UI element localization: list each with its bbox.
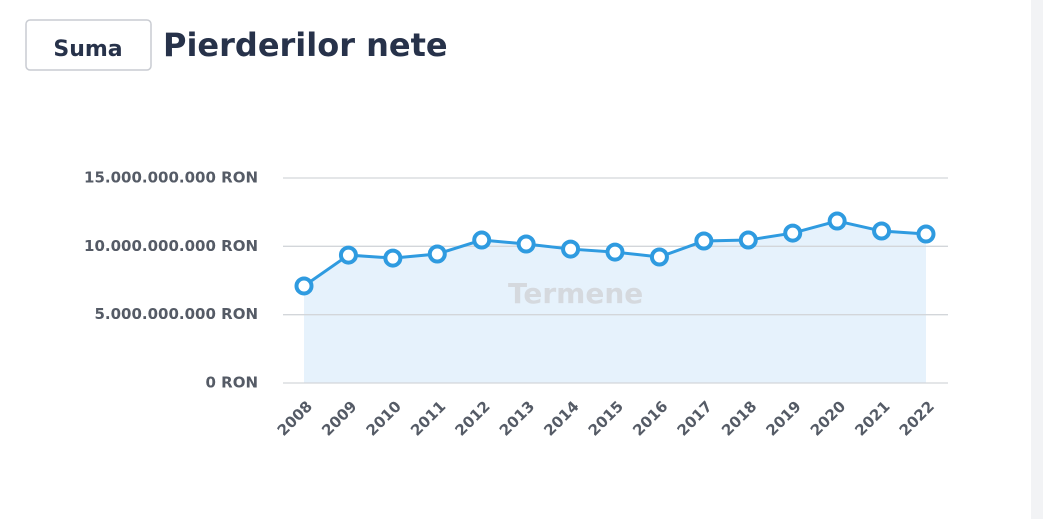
- x-tick-label: 2022: [896, 397, 938, 439]
- x-tick-label: 2014: [540, 397, 582, 439]
- point: [872, 221, 892, 241]
- y-tick-label: 5.000.000.000 RON: [94, 305, 258, 323]
- point: [738, 230, 758, 250]
- x-tick-label: 2019: [762, 397, 804, 439]
- side-strip: [1031, 0, 1043, 519]
- point: [472, 230, 492, 250]
- point: [649, 247, 669, 267]
- point: [605, 242, 625, 262]
- point: [783, 223, 803, 243]
- x-tick-label: 2011: [407, 397, 449, 439]
- y-tick-label: 15.000.000.000 RON: [84, 169, 258, 187]
- x-tick-label: 2018: [718, 397, 760, 439]
- x-tick-label: 2012: [451, 397, 493, 439]
- x-tick-label: 2016: [629, 397, 671, 439]
- chart-title: Pierderilor nete: [163, 26, 448, 64]
- point: [561, 239, 581, 259]
- point: [383, 248, 403, 268]
- point: [694, 231, 714, 251]
- x-tick-label: 2021: [851, 397, 893, 439]
- y-tick-label: 10.000.000.000 RON: [84, 237, 258, 255]
- x-tick-label: 2010: [363, 397, 405, 439]
- y-tick-label: 0 RON: [205, 374, 258, 392]
- x-tick-label: 2020: [807, 397, 849, 439]
- x-tick-label: 2015: [585, 397, 627, 439]
- suma-button[interactable]: [25, 19, 152, 71]
- point: [516, 234, 536, 254]
- x-tick-label: 2008: [274, 397, 316, 439]
- x-tick-label: 2017: [674, 397, 716, 439]
- point: [294, 276, 314, 296]
- point: [916, 224, 936, 244]
- x-tick-label: 2013: [496, 397, 538, 439]
- point: [427, 244, 447, 264]
- point: [338, 245, 358, 265]
- point: [827, 211, 847, 231]
- watermark: Termene: [508, 277, 643, 310]
- button-label: Suma: [53, 37, 122, 62]
- x-tick-label: 2009: [318, 397, 360, 439]
- area: [304, 221, 926, 383]
